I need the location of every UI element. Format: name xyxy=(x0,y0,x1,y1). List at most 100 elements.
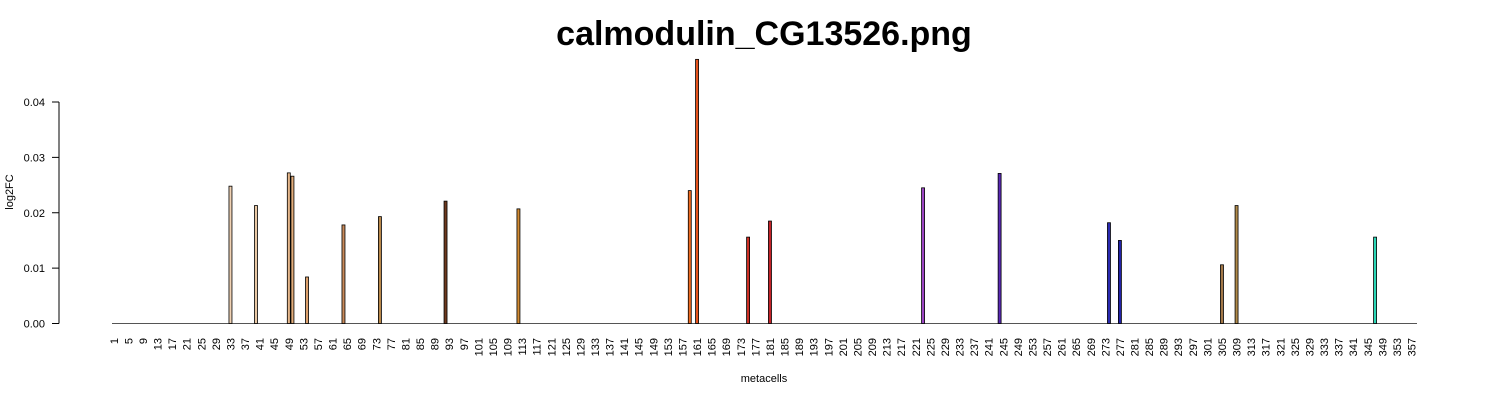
x-tick-label: 281 xyxy=(1129,338,1141,356)
x-tick-label: 221 xyxy=(911,338,923,356)
x-axis-label: metacells xyxy=(741,373,788,385)
x-tick-label: 313 xyxy=(1246,338,1258,356)
chart-title: calmodulin_CG13526.png xyxy=(556,15,972,53)
x-tick-label: 241 xyxy=(984,338,996,356)
x-tick-label: 333 xyxy=(1319,338,1331,356)
x-tick-label: 325 xyxy=(1290,338,1302,356)
x-tick-label: 61 xyxy=(328,338,340,350)
x-tick-label: 329 xyxy=(1304,338,1316,356)
x-tick-label: 273 xyxy=(1100,338,1112,356)
x-tick-label: 73 xyxy=(371,338,383,350)
x-tick-label: 33 xyxy=(225,338,237,350)
x-tick-label: 89 xyxy=(430,338,442,350)
x-tick-label: 9 xyxy=(138,338,150,344)
bar-274 xyxy=(1107,222,1111,324)
x-tick-label: 345 xyxy=(1363,338,1375,356)
x-axis: 1 5 9 13 17 21 25 29 33 37 41 45 49 53 57 61 65 69 73 77 81 8… xyxy=(109,323,1419,356)
bar-40 xyxy=(254,205,258,324)
x-tick-label: 93 xyxy=(444,338,456,350)
x-tick-label: 209 xyxy=(867,338,879,356)
y-axis-label: log2FC xyxy=(4,174,16,210)
x-tick-label: 157 xyxy=(677,338,689,356)
x-tick-label: 137 xyxy=(605,338,617,356)
x-tick-label: 77 xyxy=(386,338,398,350)
x-tick-label: 13 xyxy=(153,338,165,350)
x-tick-label: 245 xyxy=(998,338,1010,356)
x-tick-label: 321 xyxy=(1275,338,1287,356)
x-tick-label: 193 xyxy=(809,338,821,356)
x-tick-label: 349 xyxy=(1377,338,1389,356)
x-tick-label: 105 xyxy=(488,338,500,356)
x-tick-label: 213 xyxy=(882,338,894,356)
x-tick-label: 49 xyxy=(284,338,296,350)
x-tick-label: 233 xyxy=(955,338,967,356)
y-tick-label: 0.02 xyxy=(24,208,45,220)
x-tick-label: 109 xyxy=(503,338,515,356)
bar-305 xyxy=(1220,264,1224,324)
x-tick-label: 117 xyxy=(532,338,544,356)
x-tick-label: 65 xyxy=(342,338,354,350)
x-tick-label: 293 xyxy=(1173,338,1185,356)
x-tick-label: 85 xyxy=(415,338,427,350)
x-tick-label: 225 xyxy=(925,338,937,356)
bar-309 xyxy=(1234,205,1239,324)
x-tick-label: 25 xyxy=(196,338,208,350)
x-tick-label: 285 xyxy=(1144,338,1156,356)
x-tick-label: 5 xyxy=(123,338,135,344)
x-tick-label: 301 xyxy=(1202,338,1214,356)
x-tick-label: 297 xyxy=(1188,338,1200,356)
x-tick-label: 1 xyxy=(109,338,121,344)
x-tick-label: 21 xyxy=(182,338,194,350)
x-tick-label: 177 xyxy=(750,338,762,356)
bar-92 xyxy=(443,200,448,324)
bar-54 xyxy=(305,276,309,324)
x-tick-label: 237 xyxy=(969,338,981,356)
y-axis: 0.00 0.01 0.02 0.03 0.04 xyxy=(24,97,60,331)
x-tick-label: 205 xyxy=(852,338,864,356)
x-tick-label: 133 xyxy=(590,338,602,356)
x-tick-label: 125 xyxy=(561,338,573,356)
x-tick-label: 197 xyxy=(823,338,835,356)
y-tick-label: 0.00 xyxy=(24,319,45,331)
x-tick-label: 169 xyxy=(721,338,733,356)
x-tick-label: 249 xyxy=(1013,338,1025,356)
x-tick-label: 265 xyxy=(1071,338,1083,356)
y-tick-label: 0.04 xyxy=(24,97,45,109)
x-tick-label: 69 xyxy=(357,338,369,350)
x-tick-label: 317 xyxy=(1261,338,1273,356)
bar-112 xyxy=(516,208,521,324)
x-tick-label: 189 xyxy=(794,338,806,356)
bar-50 xyxy=(290,175,295,324)
bar-161 xyxy=(695,58,699,324)
bar-175 xyxy=(746,236,750,324)
x-tick-label: 121 xyxy=(546,338,558,356)
x-tick-label: 37 xyxy=(240,338,252,350)
x-tick-label: 341 xyxy=(1348,338,1360,356)
bar-49 xyxy=(286,172,291,324)
x-tick-label: 81 xyxy=(400,338,412,350)
x-tick-label: 289 xyxy=(1159,338,1171,356)
x-tick-label: 57 xyxy=(313,338,325,350)
x-tick-label: 153 xyxy=(663,338,675,356)
x-tick-label: 29 xyxy=(211,338,223,350)
bar-223 xyxy=(921,187,925,324)
y-tick-label: 0.01 xyxy=(24,263,45,275)
x-tick-label: 17 xyxy=(167,338,179,350)
x-tick-label: 353 xyxy=(1392,338,1404,356)
x-tick-label: 97 xyxy=(459,338,471,350)
bar-159 xyxy=(687,190,692,324)
x-tick-label: 305 xyxy=(1217,338,1229,356)
bar-244 xyxy=(997,173,1002,324)
x-tick-label: 101 xyxy=(473,338,485,356)
x-tick-label: 45 xyxy=(269,338,281,350)
x-tick-label: 257 xyxy=(1042,338,1054,356)
bar-33 xyxy=(228,185,233,324)
x-tick-label: 113 xyxy=(517,338,529,356)
x-tick-label: 217 xyxy=(896,338,908,356)
bars xyxy=(228,58,1377,324)
x-tick-label: 41 xyxy=(255,338,267,350)
bar-181 xyxy=(768,220,772,324)
x-tick-label: 145 xyxy=(634,338,646,356)
bar-74 xyxy=(378,216,382,324)
